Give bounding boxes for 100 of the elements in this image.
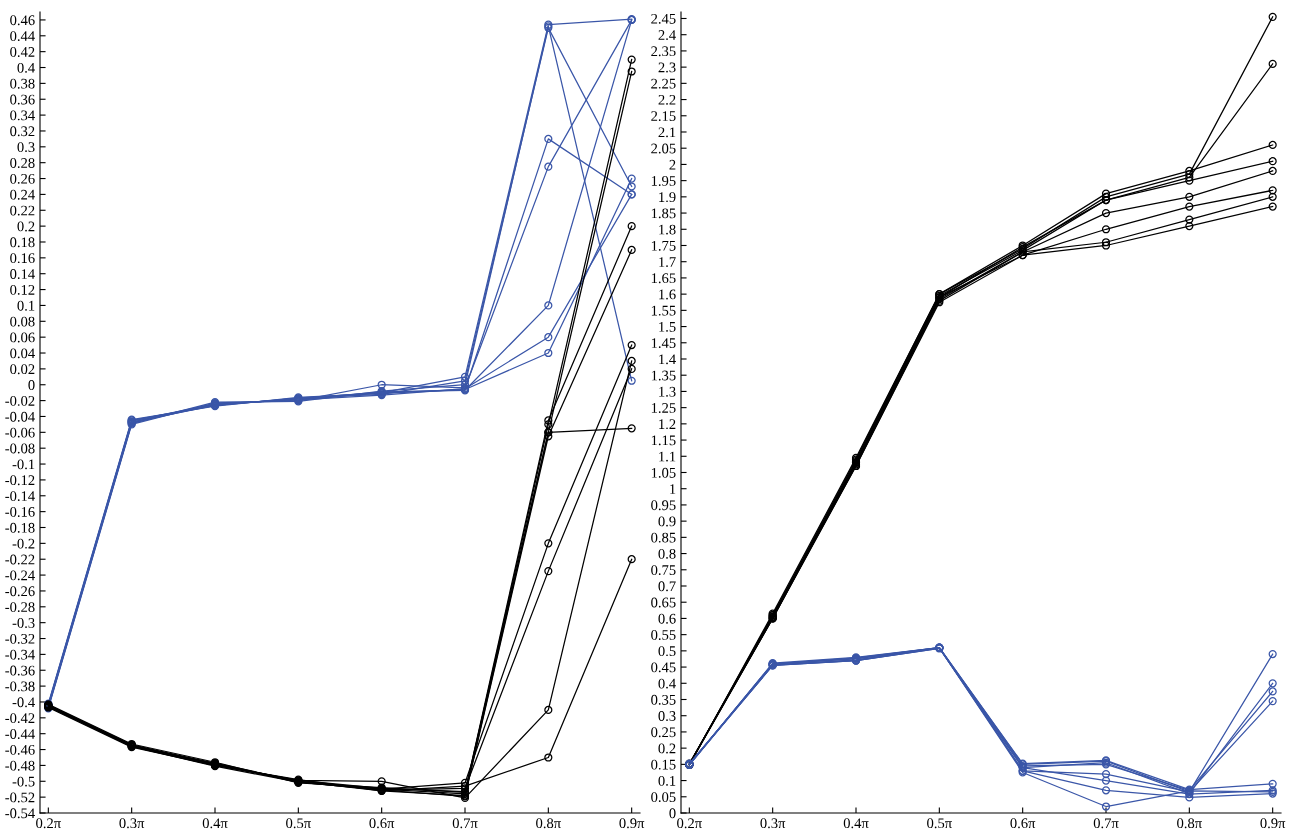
y-tick-label: -0.24 (5, 570, 35, 581)
y-tick-label: -0.3 (12, 618, 35, 628)
y-tick-label: 0.46 (10, 15, 35, 26)
y-tick-label: 1.95 (651, 176, 676, 186)
y-tick-label: 0.04 (10, 348, 35, 359)
y-tick-label: 1.9 (659, 192, 676, 203)
y-tick-label: 2.15 (651, 111, 676, 122)
y-tick-label: -0.44 (5, 729, 35, 739)
y-tick-label: 1.2 (659, 419, 676, 430)
y-tick-label: 0.22 (10, 205, 35, 216)
y-tick-label: 0.44 (10, 31, 35, 42)
y-tick-label: 0.8 (658, 548, 676, 559)
y-tick-label: -0.02 (5, 395, 35, 406)
y-tick-label: 0.28 (10, 158, 35, 168)
y-tick-label: 0.4 (658, 678, 676, 689)
y-tick-label: 0.06 (10, 332, 35, 343)
y-tick-label: 0.45 (651, 662, 676, 673)
y-tick-label: 2.25 (651, 78, 676, 89)
y-tick-label: 2.3 (658, 62, 676, 73)
y-tick-label: 2.35 (651, 46, 676, 57)
y-tick-label: 0.4 (17, 62, 35, 73)
y-tick-label: 1.6 (659, 289, 676, 300)
y-tick-label: 1.45 (651, 338, 676, 349)
x-tick-label: 0.7π (452, 818, 478, 829)
x-tick-label: 0.5π (286, 818, 311, 829)
y-tick-label: -0.22 (5, 554, 35, 565)
y-tick-label: 1.75 (651, 240, 676, 251)
y-tick-label: 0.15 (651, 759, 676, 770)
y-tick-label: 0.95 (651, 500, 676, 511)
y-tick-label: 1.5 (659, 322, 676, 332)
x-tick-label: 0.2π (36, 818, 61, 829)
y-tick-label: -0.32 (5, 633, 35, 644)
y-tick-label: 0.26 (10, 173, 35, 184)
y-tick-label: 0.3 (658, 711, 676, 721)
y-tick-label: -0.16 (5, 507, 35, 517)
y-tick-label: 2 (669, 159, 676, 170)
y-tick-label: 1 (670, 484, 676, 494)
y-tick-label: 1.55 (651, 305, 676, 316)
y-tick-label: 0.02 (10, 364, 35, 375)
x-tick-label: 0.8π (1177, 818, 1202, 829)
y-tick-label: 2.45 (651, 13, 676, 24)
x-tick-label: 0.6π (369, 818, 395, 829)
y-tick-label: -0.18 (5, 522, 35, 533)
y-tick-label: 2.05 (651, 143, 676, 154)
y-tick-label: -0.04 (5, 411, 35, 422)
y-tick-label: 0.36 (10, 94, 35, 105)
y-tick-label: 1.7 (659, 257, 676, 267)
y-tick-label: 2.4 (658, 30, 676, 40)
y-tick-label: 0.12 (10, 284, 35, 295)
x-tick-label: 0.9π (619, 818, 645, 829)
y-tick-label: -0.4 (12, 697, 35, 708)
y-tick-label: -0.46 (5, 744, 35, 755)
y-tick-label: -0.42 (5, 713, 35, 724)
y-tick-label: 0.75 (651, 565, 676, 576)
y-tick-label: 0.2 (658, 743, 676, 754)
y-tick-label: 0.35 (651, 694, 676, 705)
y-tick-label: -0.1 (12, 459, 35, 470)
y-tick-label: 0.85 (651, 532, 676, 543)
x-tick-label: 0.2π (677, 818, 702, 829)
y-tick-label: -0.34 (5, 649, 35, 660)
y-tick-label: 2.1 (658, 127, 676, 138)
y-tick-label: 0.55 (651, 630, 676, 640)
y-tick-label: 0.34 (10, 110, 35, 121)
y-tick-label: 1.15 (651, 435, 676, 446)
x-tick-label: 0.6π (1010, 818, 1036, 829)
y-tick-label: 0 (669, 808, 676, 819)
y-tick-label: 1.05 (651, 467, 676, 478)
x-tick-label: 0.9π (1260, 818, 1286, 829)
x-tick-label: 0.8π (536, 818, 561, 829)
y-tick-label: 0.16 (10, 253, 35, 264)
y-tick-label: 0.14 (10, 269, 35, 279)
y-tick-label: -0.36 (5, 665, 35, 676)
y-tick-label: 0.38 (10, 78, 35, 89)
y-tick-label: 0 (28, 380, 35, 390)
y-tick-label: 0.7 (658, 581, 676, 592)
y-tick-label: 1.1 (659, 451, 676, 462)
y-tick-label: 0.24 (10, 189, 35, 200)
y-tick-label: 0.65 (651, 597, 676, 608)
y-tick-label: 1.8 (659, 224, 676, 235)
y-tick-label: 0.1 (17, 300, 35, 311)
y-tick-label: -0.38 (5, 681, 35, 692)
x-tick-label: 0.5π (927, 818, 952, 829)
y-tick-label: -0.5 (12, 776, 35, 787)
y-tick-label: -0.2 (12, 538, 35, 549)
y-tick-label: -0.52 (5, 792, 35, 803)
y-tick-label: 0.25 (651, 727, 676, 738)
y-tick-label: -0.06 (5, 427, 35, 438)
y-tick-label: -0.12 (5, 475, 35, 486)
y-tick-label: 1.65 (651, 273, 676, 284)
y-tick-label: 1.85 (651, 208, 676, 219)
y-tick-label: 0.1 (658, 775, 676, 786)
y-tick-label: 0.3 (17, 142, 35, 153)
y-tick-label: 0.5 (658, 646, 676, 657)
y-tick-label: 0.32 (10, 126, 35, 137)
y-tick-label: -0.48 (5, 760, 35, 771)
y-tick-label: 0.08 (10, 316, 35, 327)
y-tick-label: -0.14 (5, 491, 35, 502)
y-tick-label: 1.4 (659, 354, 676, 365)
y-tick-label: 0.2 (17, 221, 35, 232)
y-tick-label: -0.28 (5, 602, 35, 613)
